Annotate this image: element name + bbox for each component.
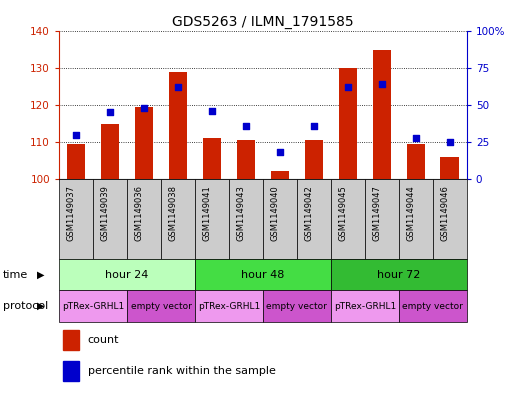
Point <box>242 123 250 129</box>
Text: pTRex-GRHL1: pTRex-GRHL1 <box>62 302 124 310</box>
Point <box>174 84 182 90</box>
Point <box>378 81 386 88</box>
Text: GSM1149041: GSM1149041 <box>203 185 212 241</box>
Point <box>446 139 454 145</box>
Text: GSM1149040: GSM1149040 <box>271 185 280 241</box>
Bar <box>127 179 161 259</box>
Text: GSM1149039: GSM1149039 <box>101 185 110 241</box>
Bar <box>305 140 323 179</box>
Point <box>72 131 80 138</box>
Bar <box>331 259 467 290</box>
Bar <box>297 179 331 259</box>
Text: ▶: ▶ <box>37 301 45 311</box>
Bar <box>59 290 127 322</box>
Text: GSM1149047: GSM1149047 <box>373 185 382 241</box>
Bar <box>399 290 467 322</box>
Bar <box>101 123 120 179</box>
Bar <box>372 50 391 179</box>
Point <box>412 134 420 141</box>
Point <box>276 149 284 155</box>
Bar <box>263 290 331 322</box>
Text: pTRex-GRHL1: pTRex-GRHL1 <box>334 302 396 310</box>
Text: GSM1149044: GSM1149044 <box>407 185 416 241</box>
Text: percentile rank within the sample: percentile rank within the sample <box>88 366 275 376</box>
Bar <box>127 290 195 322</box>
Text: empty vector: empty vector <box>402 302 463 310</box>
Text: GSM1149043: GSM1149043 <box>237 185 246 241</box>
Point <box>310 123 318 129</box>
Bar <box>169 72 187 179</box>
Text: ▶: ▶ <box>37 270 45 280</box>
Bar <box>229 179 263 259</box>
Text: pTRex-GRHL1: pTRex-GRHL1 <box>198 302 260 310</box>
Point <box>140 105 148 111</box>
Text: GSM1149037: GSM1149037 <box>67 185 76 241</box>
Text: hour 24: hour 24 <box>105 270 149 280</box>
Bar <box>203 138 221 179</box>
Bar <box>161 179 195 259</box>
Bar <box>236 140 255 179</box>
Title: GDS5263 / ILMN_1791585: GDS5263 / ILMN_1791585 <box>172 15 354 29</box>
Point <box>106 109 114 116</box>
Text: hour 72: hour 72 <box>377 270 421 280</box>
Bar <box>270 171 289 179</box>
Bar <box>399 179 433 259</box>
Bar <box>67 144 85 179</box>
Point <box>344 84 352 90</box>
Bar <box>406 144 425 179</box>
Bar <box>331 179 365 259</box>
Bar <box>331 290 399 322</box>
Text: GSM1149046: GSM1149046 <box>441 185 450 241</box>
Bar <box>365 179 399 259</box>
Bar <box>339 68 357 179</box>
Bar <box>195 179 229 259</box>
Text: GSM1149045: GSM1149045 <box>339 185 348 241</box>
Text: time: time <box>3 270 28 280</box>
Text: GSM1149042: GSM1149042 <box>305 185 314 241</box>
Bar <box>433 179 467 259</box>
Text: count: count <box>88 335 119 345</box>
Text: hour 48: hour 48 <box>241 270 285 280</box>
Bar <box>195 259 331 290</box>
Bar <box>134 107 153 179</box>
Text: GSM1149038: GSM1149038 <box>169 185 178 241</box>
Text: empty vector: empty vector <box>130 302 191 310</box>
Bar <box>441 157 459 179</box>
Text: GSM1149036: GSM1149036 <box>135 185 144 241</box>
Point <box>208 108 216 114</box>
Bar <box>63 330 80 350</box>
Text: protocol: protocol <box>3 301 48 311</box>
Bar <box>63 361 80 381</box>
Text: empty vector: empty vector <box>266 302 327 310</box>
Bar <box>59 259 195 290</box>
Bar <box>263 179 297 259</box>
Bar <box>93 179 127 259</box>
Bar <box>59 179 93 259</box>
Bar <box>195 290 263 322</box>
